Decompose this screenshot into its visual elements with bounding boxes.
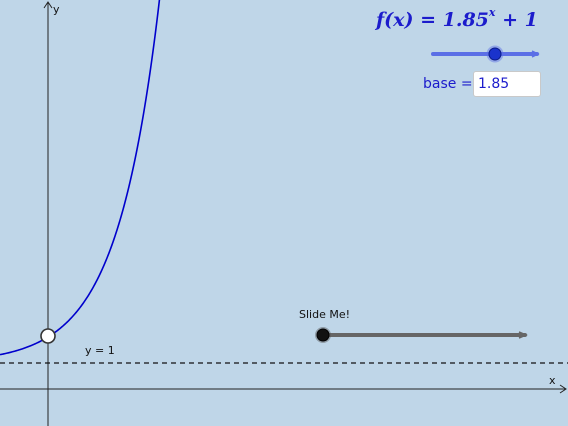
y-intercept-point[interactable] (40, 328, 56, 344)
slide-me-arrow (518, 331, 528, 339)
base-slider-knob[interactable] (488, 47, 502, 61)
base-input[interactable] (473, 71, 541, 97)
base-slider-arrow (531, 50, 540, 58)
y-axis-label: y (53, 3, 60, 16)
x-axis-label: x (549, 374, 556, 387)
slide-me-label: Slide Me! (299, 308, 351, 321)
slide-me-knob[interactable] (316, 328, 330, 342)
base-slider[interactable] (431, 45, 540, 63)
function-formula: f(x) = 1.85x + 1 (376, 6, 538, 31)
x-axis-arrow (559, 384, 567, 394)
y-axis-arrow (43, 1, 53, 9)
asymptote-label: y = 1 (85, 344, 115, 357)
slide-me-slider[interactable] (315, 327, 528, 343)
function-curve[interactable] (0, 0, 161, 356)
base-label: base = (423, 76, 473, 92)
